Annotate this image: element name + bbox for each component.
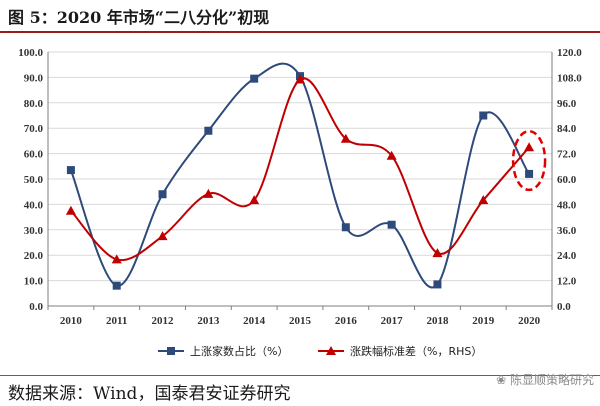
data-point: [326, 346, 336, 355]
data-point: [341, 223, 350, 232]
series-line: [70, 77, 530, 262]
data-point: [432, 248, 443, 258]
legend-label: 上涨家数占比（%）: [190, 344, 288, 358]
series: [66, 62, 534, 290]
highlight-ellipse: [511, 130, 547, 192]
watermark: ❀ 陈显顺策略研究: [496, 371, 594, 388]
series-line: [69, 62, 530, 289]
data-point: [204, 126, 213, 135]
x-tick-label: 2012: [152, 315, 175, 327]
data-point: [386, 150, 397, 160]
right-tick-label: 12.0: [557, 276, 577, 288]
figure-title: 图 5：2020 年市场“二八分化”初现: [8, 8, 270, 27]
right-axis: 0.0 12.0 24.0 36.0 48.0 60.0 72.0 84.0 96.0 108.0…: [557, 47, 582, 313]
data-point: [167, 347, 175, 355]
right-tick-label: 120.0: [557, 47, 582, 59]
right-tick-label: 0.0: [557, 301, 571, 313]
x-tick-label: 2011: [106, 315, 127, 327]
data-point: [203, 188, 214, 198]
wechat-icon: ❀: [496, 373, 507, 387]
left-tick-label: 40.0: [24, 199, 44, 211]
series-lines: [65, 62, 535, 290]
title-divider: [0, 31, 600, 33]
legend-item: 上涨家数占比（%）: [158, 344, 288, 358]
data-point: [295, 74, 305, 84]
data-point: [65, 205, 76, 215]
left-tick-label: 60.0: [24, 149, 44, 161]
x-tick-label: 2020: [518, 315, 541, 327]
left-tick-label: 90.0: [24, 72, 44, 84]
right-tick-label: 60.0: [557, 174, 577, 186]
data-point: [340, 133, 351, 143]
left-tick-label: 20.0: [24, 250, 44, 262]
data-point: [157, 231, 168, 241]
x-tick-label: 2010: [60, 315, 83, 327]
x-tick-label: 2017: [381, 315, 404, 327]
right-tick-label: 108.0: [557, 72, 582, 84]
x-tick-label: 2014: [243, 315, 266, 327]
chart: 0.0 10.0 20.0 30.0 40.0 50.0 60.0 70.0 80.0 90.0 1…: [18, 47, 582, 358]
left-tick-label: 70.0: [24, 123, 44, 135]
data-point: [250, 74, 259, 83]
data-point: [111, 254, 122, 264]
x-tick-label: 2013: [197, 315, 220, 327]
left-tick-label: 0.0: [29, 301, 43, 313]
data-point: [525, 169, 534, 178]
data-point: [433, 280, 442, 289]
data-point: [66, 166, 75, 175]
x-tick-label: 2019: [472, 315, 495, 327]
legend-item: 涨跌幅标准差（%，RHS）: [318, 344, 482, 358]
data-point: [387, 220, 396, 229]
data-point: [479, 111, 488, 120]
right-tick-label: 48.0: [557, 199, 577, 211]
x-tick-label: 2018: [426, 315, 449, 327]
grid-lines: [48, 51, 552, 282]
left-tick-label: 30.0: [24, 225, 44, 237]
left-tick-label: 80.0: [24, 98, 44, 110]
left-tick-label: 50.0: [24, 174, 44, 186]
data-point: [112, 281, 121, 290]
source-divider: [0, 375, 600, 376]
right-tick-label: 72.0: [557, 149, 577, 161]
data-point: [158, 190, 167, 199]
legend-label: 涨跌幅标准差（%，RHS）: [350, 344, 482, 358]
left-tick-label: 100.0: [18, 47, 43, 59]
watermark-text: 陈显顺策略研究: [509, 373, 594, 387]
data-point: [478, 195, 489, 205]
left-tick-label: 10.0: [24, 276, 44, 288]
right-tick-label: 84.0: [557, 123, 577, 135]
plot-area: [47, 52, 553, 307]
series: [65, 74, 535, 264]
x-tick-label: 2015: [289, 315, 312, 327]
x-axis: 2010 2011 2012 2013 2014 2015 2016 2017 2018 2019…: [47, 306, 553, 327]
annotation: [511, 130, 547, 192]
data-point: [249, 195, 260, 205]
x-tick-label: 2016: [335, 315, 358, 327]
legend: 上涨家数占比（%） 涨跌幅标准差（%，RHS）: [158, 344, 482, 358]
right-tick-label: 24.0: [557, 250, 577, 262]
data-point: [524, 142, 535, 152]
right-tick-label: 36.0: [557, 225, 577, 237]
left-axis: 0.0 10.0 20.0 30.0 40.0 50.0 60.0 70.0 80.0 90.0 1…: [18, 47, 43, 313]
right-tick-label: 96.0: [557, 98, 577, 110]
source-note: 数据来源：Wind，国泰君安证券研究: [8, 384, 291, 404]
